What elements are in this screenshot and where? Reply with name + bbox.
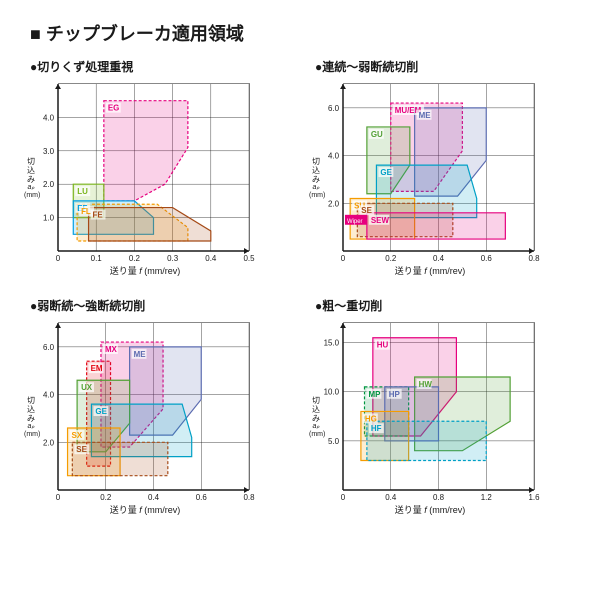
svg-text:ME: ME bbox=[134, 350, 146, 359]
y-axis-label: 切込みaₚ(mm) bbox=[24, 397, 38, 439]
svg-text:6.0: 6.0 bbox=[43, 343, 55, 352]
panel-title: ●弱断続～強断続切削 bbox=[30, 297, 285, 314]
svg-text:SE: SE bbox=[76, 445, 87, 454]
svg-text:EM: EM bbox=[91, 364, 103, 373]
plot-area: 00.40.81.21.65.010.015.0HUHWMPHPHGHF bbox=[343, 322, 535, 490]
svg-text:0: 0 bbox=[56, 493, 61, 502]
svg-text:0.2: 0.2 bbox=[129, 254, 141, 263]
x-axis-label: 送り量 f (mm/rev) bbox=[315, 264, 545, 277]
svg-text:0.4: 0.4 bbox=[433, 254, 445, 263]
svg-text:3.0: 3.0 bbox=[43, 147, 55, 156]
svg-text:MP: MP bbox=[368, 390, 381, 399]
svg-text:0.4: 0.4 bbox=[385, 493, 397, 502]
svg-text:0: 0 bbox=[341, 493, 346, 502]
svg-text:0.2: 0.2 bbox=[100, 493, 112, 502]
svg-text:0: 0 bbox=[56, 254, 61, 263]
svg-text:2.0: 2.0 bbox=[43, 180, 55, 189]
panel-title: ●粗～重切削 bbox=[315, 297, 570, 314]
y-axis-label: 切込みaₚ(mm) bbox=[309, 158, 323, 200]
svg-text:0.2: 0.2 bbox=[385, 254, 397, 263]
chart-panel: ●弱断続～強断続切削切込みaₚ(mm)00.20.40.60.82.04.06.… bbox=[30, 297, 285, 518]
svg-text:FL: FL bbox=[81, 207, 91, 216]
svg-text:SEW: SEW bbox=[371, 216, 390, 225]
svg-text:HW: HW bbox=[419, 380, 433, 389]
chart-panel: ●連続～弱断続切削切込みaₚ(mm)00.20.40.60.82.04.06.0… bbox=[315, 58, 570, 279]
svg-text:15.0: 15.0 bbox=[324, 339, 340, 348]
svg-text:1.6: 1.6 bbox=[528, 493, 540, 502]
svg-text:0.4: 0.4 bbox=[148, 493, 160, 502]
svg-text:FE: FE bbox=[93, 211, 103, 220]
svg-text:0.8: 0.8 bbox=[243, 493, 255, 502]
svg-text:2.0: 2.0 bbox=[328, 199, 340, 208]
svg-text:0: 0 bbox=[341, 254, 346, 263]
y-axis-label: 切込みaₚ(mm) bbox=[309, 397, 323, 439]
svg-text:GU: GU bbox=[371, 130, 383, 139]
x-axis-label: 送り量 f (mm/rev) bbox=[30, 264, 260, 277]
svg-text:0.1: 0.1 bbox=[91, 254, 103, 263]
plot-area: 00.20.40.60.82.04.06.0EMMXMEUXGESXSE bbox=[58, 322, 250, 490]
panel-title: ●連続～弱断続切削 bbox=[315, 58, 570, 75]
svg-text:EG: EG bbox=[108, 104, 119, 113]
y-axis-label: 切込みaₚ(mm) bbox=[24, 158, 38, 200]
svg-text:0.6: 0.6 bbox=[481, 254, 493, 263]
x-axis-label: 送り量 f (mm/rev) bbox=[30, 503, 260, 516]
svg-text:SE: SE bbox=[361, 206, 372, 215]
chart-panel: ●粗～重切削切込みaₚ(mm)00.40.81.21.65.010.015.0H… bbox=[315, 297, 570, 518]
svg-text:0.6: 0.6 bbox=[196, 493, 208, 502]
region-hf bbox=[367, 421, 486, 460]
svg-text:HG: HG bbox=[365, 414, 377, 423]
x-axis-label: 送り量 f (mm/rev) bbox=[315, 503, 545, 516]
svg-text:1.2: 1.2 bbox=[481, 493, 493, 502]
chart-panel: ●切りくず処理重視切込みaₚ(mm)00.10.20.30.40.51.02.0… bbox=[30, 58, 285, 279]
panel-title: ●切りくず処理重視 bbox=[30, 58, 285, 75]
svg-text:0.4: 0.4 bbox=[205, 254, 217, 263]
region-eg bbox=[104, 101, 188, 201]
svg-text:SX: SX bbox=[72, 431, 83, 440]
svg-text:0.8: 0.8 bbox=[528, 254, 540, 263]
svg-text:0.8: 0.8 bbox=[433, 493, 445, 502]
svg-text:6.0: 6.0 bbox=[328, 104, 340, 113]
chart-wrap: 切込みaₚ(mm)00.20.40.60.82.04.06.0EMMXMEUXG… bbox=[30, 318, 260, 518]
charts-grid: ●切りくず処理重視切込みaₚ(mm) 0 0.1 0.2 0.3 0.4 0.5 1.0 2.0… bbox=[30, 58, 570, 518]
svg-text:MX: MX bbox=[105, 345, 118, 354]
svg-text:2.0: 2.0 bbox=[43, 438, 55, 447]
plot-area: 00.10.20.30.40.51.02.03.04.0EGLUEFFLFE bbox=[58, 83, 250, 251]
chart-wrap: 切込みaₚ(mm)00.10.20.30.40.51.02.03.04.0EGL… bbox=[30, 79, 260, 279]
svg-text:5.0: 5.0 bbox=[328, 437, 340, 446]
region-fe bbox=[89, 208, 211, 241]
svg-text:HF: HF bbox=[371, 424, 382, 433]
main-title: ■ チップブレーカ適用領域 bbox=[30, 20, 570, 46]
svg-text:ME: ME bbox=[419, 111, 431, 120]
svg-text:LU: LU bbox=[77, 187, 88, 196]
svg-text:4.0: 4.0 bbox=[43, 113, 55, 122]
plot-area: 00.20.40.60.82.04.06.0MU/EMMEGUGESUSESEW… bbox=[343, 83, 535, 251]
svg-text:10.0: 10.0 bbox=[324, 388, 340, 397]
svg-text:0.5: 0.5 bbox=[243, 254, 255, 263]
chart-wrap: 切込みaₚ(mm)00.20.40.60.82.04.06.0MU/EMMEGU… bbox=[315, 79, 545, 279]
svg-text:1.0: 1.0 bbox=[43, 214, 55, 223]
svg-text:0.3: 0.3 bbox=[167, 254, 179, 263]
chart-wrap: 切込みaₚ(mm)00.40.81.21.65.010.015.0HUHWMPH… bbox=[315, 318, 545, 518]
svg-text:UX: UX bbox=[81, 383, 93, 392]
svg-text:4.0: 4.0 bbox=[43, 391, 55, 400]
svg-text:HP: HP bbox=[389, 390, 401, 399]
svg-text:4.0: 4.0 bbox=[328, 152, 340, 161]
svg-text:GE: GE bbox=[380, 168, 391, 177]
svg-text:GE: GE bbox=[95, 407, 106, 416]
svg-text:Wiper: Wiper bbox=[347, 219, 363, 225]
svg-text:HU: HU bbox=[377, 341, 389, 350]
